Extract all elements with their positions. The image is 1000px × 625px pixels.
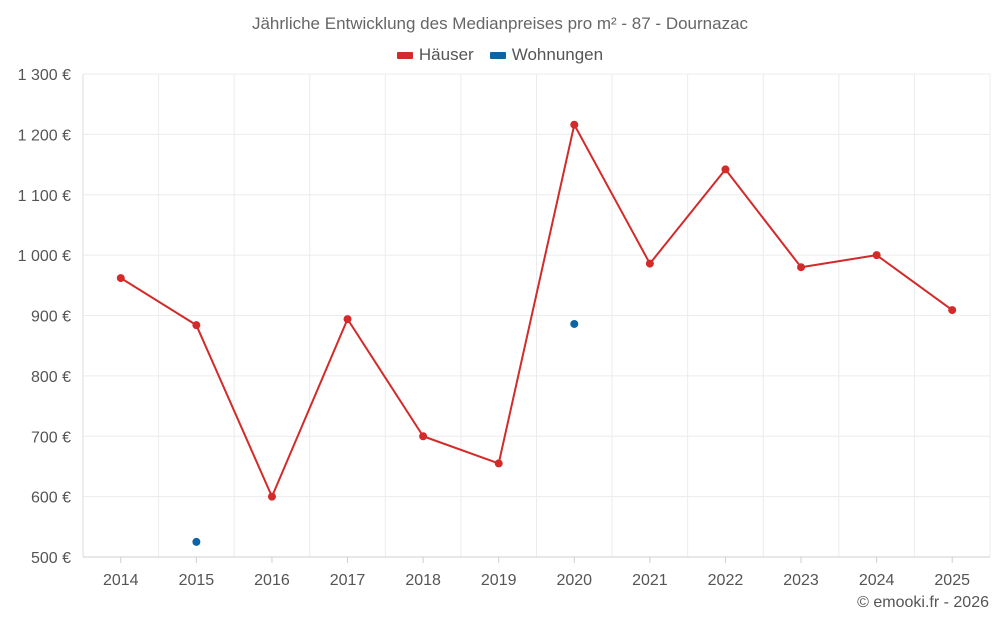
legend-label-wohnungen: Wohnungen (511, 45, 604, 64)
data-point-haeuser (419, 432, 428, 441)
x-tick-label: 2023 (783, 572, 819, 589)
data-point-wohnungen (192, 537, 201, 546)
data-point-haeuser (570, 120, 579, 129)
data-point-haeuser (192, 321, 201, 330)
data-point-wohnungen (570, 319, 579, 328)
y-tick-label: 1 000 € (18, 248, 71, 265)
x-tick-label: 2015 (179, 572, 215, 589)
x-tick-label: 2022 (708, 572, 744, 589)
chart-legend: Häuser Wohnungen (0, 45, 1000, 65)
data-point-haeuser (797, 263, 806, 272)
data-point-haeuser (267, 492, 276, 501)
chart-title: Jährliche Entwicklung des Medianpreises … (251, 14, 749, 33)
x-tick-label: 2017 (330, 572, 366, 589)
y-tick-label: 900 € (31, 309, 71, 326)
series-line-haeuser (120, 123, 953, 498)
y-tick-label: 1 200 € (18, 127, 71, 144)
data-point-haeuser (343, 315, 352, 324)
y-tick-label: 500 € (31, 550, 71, 567)
legend-item-haeuser[interactable]: Häuser (396, 45, 474, 65)
x-tick-label: 2018 (405, 572, 441, 589)
y-tick-label: 1 300 € (18, 67, 71, 84)
y-tick-label: 700 € (31, 429, 71, 446)
data-point-haeuser (721, 165, 730, 174)
data-point-haeuser (645, 259, 654, 268)
x-tick-label: 2025 (934, 572, 970, 589)
y-tick-label: 800 € (31, 369, 71, 386)
data-point-haeuser (948, 306, 957, 315)
data-point-haeuser (872, 251, 881, 260)
legend-label-haeuser: Häuser (418, 45, 474, 64)
y-tick-label: 1 100 € (18, 188, 71, 205)
legend-swatch-haeuser (396, 51, 413, 59)
x-tick-label: 2020 (556, 572, 592, 589)
x-tick-label: 2021 (632, 572, 668, 589)
x-tick-label: 2016 (254, 572, 290, 589)
data-point-haeuser (494, 459, 503, 468)
copyright-footer: © emooki.fr - 2026 (857, 594, 989, 611)
x-tick-label: 2024 (859, 572, 895, 589)
legend-item-wohnungen[interactable]: Wohnungen (489, 45, 604, 65)
y-tick-label: 600 € (31, 490, 71, 507)
x-tick-label: 2019 (481, 572, 517, 589)
data-point-haeuser (116, 274, 125, 283)
legend-swatch-wohnungen (489, 51, 506, 59)
x-tick-label: 2014 (103, 572, 139, 589)
